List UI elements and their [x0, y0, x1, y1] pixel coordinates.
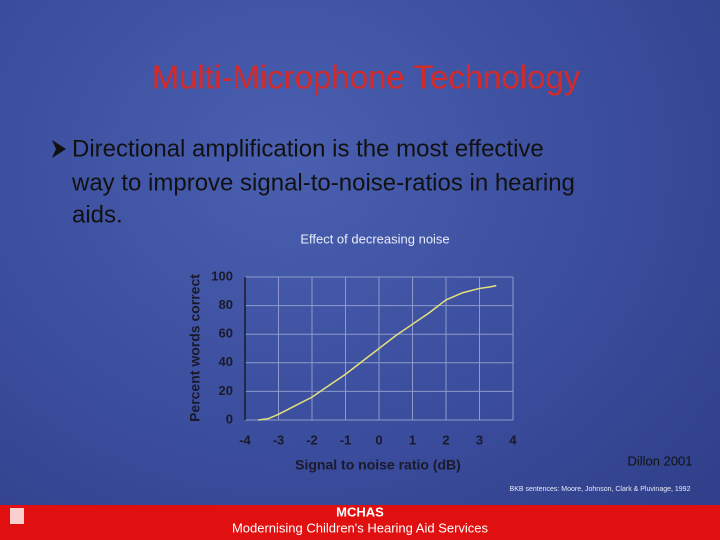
bullet-line: way to improve signal-to-noise-ratios in…: [71, 169, 575, 196]
x-tick-label: 3: [476, 432, 483, 447]
y-axis-label: Percent words correct: [187, 274, 203, 422]
x-tick-label: 2: [442, 432, 449, 447]
footer-subtitle: Modernising Children's Hearing Aid Servi…: [232, 520, 489, 535]
x-tick-label: 1: [409, 432, 416, 447]
bullet-line: aids.: [72, 201, 123, 228]
y-tick-label: 100: [211, 268, 233, 283]
y-tick-label: 0: [226, 411, 233, 426]
x-tick-label: -2: [306, 432, 318, 447]
x-tick-label: -3: [273, 432, 285, 447]
x-tick-label: -1: [340, 432, 352, 447]
x-tick-label: 4: [509, 432, 517, 447]
y-tick-label: 20: [219, 383, 233, 398]
y-tick-label: 40: [219, 354, 233, 369]
x-axis-label: Signal to noise ratio (dB): [295, 457, 461, 473]
y-tick-label: 60: [219, 326, 233, 341]
chart-title: Effect of decreasing noise: [300, 231, 449, 246]
x-tick-label: -4: [239, 432, 251, 447]
reference: BKB sentences: Moore, Johnson, Clark & P…: [510, 486, 691, 493]
data-line: [258, 284, 497, 421]
chart: 0 20 40 60 80 100 -4 -3 -2 -1 0 1 2 3 4: [211, 268, 517, 447]
bullet-line: Directional amplification is the most ef…: [72, 135, 544, 162]
footer-logo: [10, 508, 24, 524]
citation: Dillon 2001: [627, 453, 692, 468]
footer-bar: [0, 505, 720, 540]
slide-title: Multi-Microphone Technology: [152, 59, 581, 96]
x-tick-label: 0: [375, 432, 382, 447]
footer-title: MCHAS: [336, 504, 384, 519]
y-tick-label: 80: [219, 297, 233, 312]
bullet-arrow: [52, 140, 66, 158]
